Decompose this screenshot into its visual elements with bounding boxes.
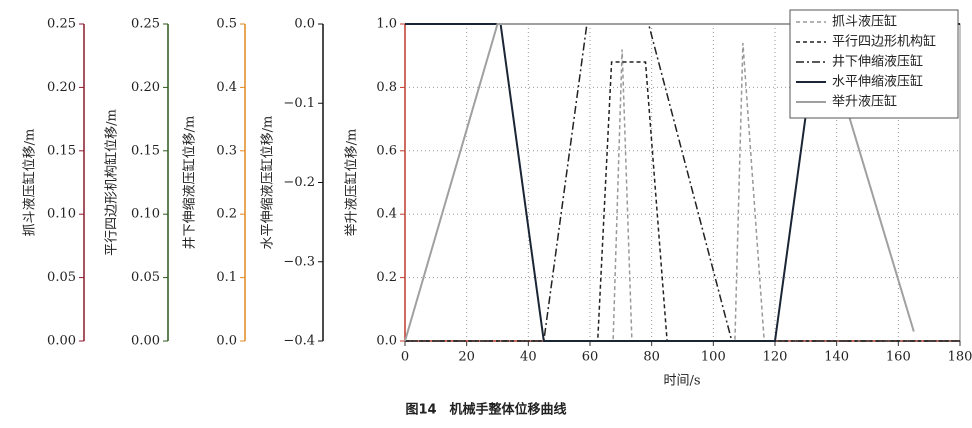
y-tick-label: 0.05	[131, 270, 160, 285]
y-tick-label: −0.1	[283, 96, 315, 111]
y-tick-label: 0.0	[376, 334, 397, 349]
legend-label: 水平伸缩液压缸	[832, 74, 923, 90]
y-axis-label: 井下伸缩液压缸位移/m	[182, 116, 198, 250]
y-tick-label: 0.4	[376, 207, 397, 222]
y-tick-label: 0.20	[131, 80, 160, 95]
x-tick-label: 60	[582, 350, 599, 365]
y-tick-label: 0.1	[216, 270, 237, 285]
series-line	[404, 23, 915, 342]
x-tick-label: 40	[520, 350, 537, 365]
x-tick-label: 100	[701, 350, 726, 365]
y-tick-label: 0.10	[131, 207, 160, 222]
x-tick-label: 120	[763, 350, 788, 365]
y-tick-label: 0.5	[216, 17, 237, 32]
y-tick-label: 0.3	[216, 143, 237, 158]
legend-label: 平行四边形机构缸	[832, 34, 936, 50]
y-tick-label: −0.4	[283, 334, 315, 349]
y-axis-label: 平行四边形机构缸位移/m	[104, 109, 120, 256]
y-tick-label: −0.2	[283, 175, 315, 190]
x-tick-label: 20	[458, 350, 475, 365]
y-tick-label: 0.00	[47, 334, 76, 349]
y-tick-label: 0.6	[376, 143, 397, 158]
y-tick-label: 0.0	[294, 17, 315, 32]
legend-label: 井下伸缩液压缸	[832, 54, 923, 70]
y-tick-label: 0.15	[47, 143, 76, 158]
legend-label: 抓斗液压缸	[832, 14, 897, 30]
y-tick-label: 1.0	[376, 17, 397, 32]
caption: 图14 机械手整体位移曲线	[405, 402, 566, 418]
y-tick-label: −0.3	[283, 254, 315, 269]
x-tick-label: 140	[824, 350, 849, 365]
y-tick-label: 0.2	[216, 207, 237, 222]
y-tick-label: 0.25	[47, 17, 76, 32]
x-tick-label: 180	[948, 350, 972, 365]
x-tick-label: 80	[643, 350, 660, 365]
y-tick-label: 0.8	[376, 80, 397, 95]
y-axis-label: 抓斗液压缸位移/m	[22, 129, 38, 237]
x-tick-label: 160	[886, 350, 911, 365]
legend-label: 举升液压缸	[832, 94, 897, 110]
y-tick-label: 0.25	[131, 17, 160, 32]
legend-box	[789, 9, 959, 119]
y-tick-label: 0.10	[47, 207, 76, 222]
y-axis-label: 举升液压缸位移/m	[344, 129, 360, 237]
y-tick-label: 0.20	[47, 80, 76, 95]
y-tick-label: 0.15	[131, 143, 160, 158]
y-tick-label: 0.0	[216, 334, 237, 349]
y-axis-label: 水平伸缩液压缸位移/m	[260, 116, 276, 250]
y-tick-label: 0.2	[376, 270, 397, 285]
x-axis-label: 时间/s	[663, 374, 700, 389]
y-tick-label: 0.4	[216, 80, 237, 95]
y-tick-label: 0.05	[47, 270, 76, 285]
x-tick-label: 0	[401, 350, 409, 365]
y-tick-label: 0.00	[131, 334, 160, 349]
